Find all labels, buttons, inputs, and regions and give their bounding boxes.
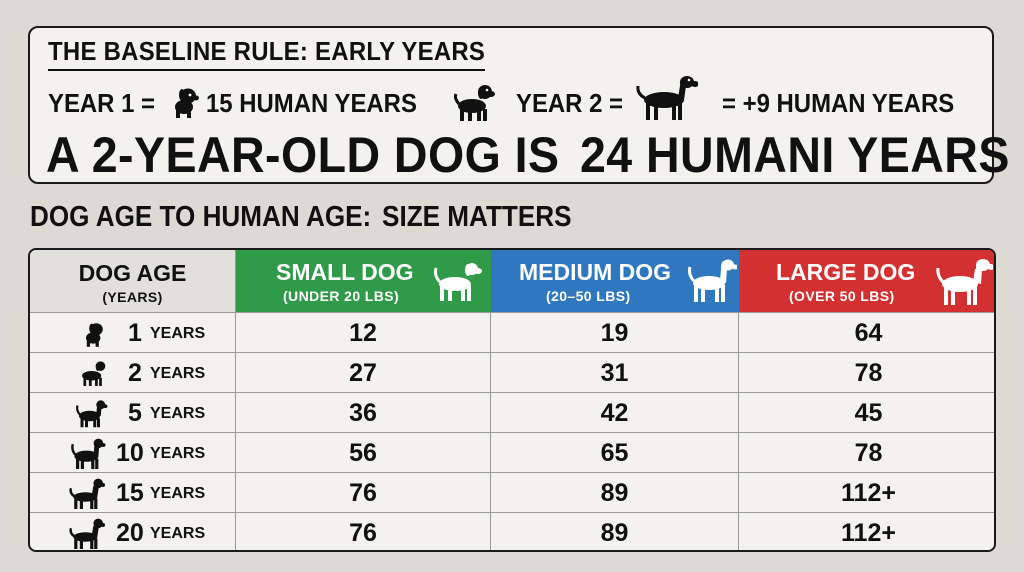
dog-age-table: DOG AGE (YEARS) SMALL DOG (UNDER 20 LBS)… (28, 248, 996, 552)
large-dog-value: 78 (854, 359, 883, 387)
header-medium-dog: MEDIUM DOG (20–50 LBS) (491, 250, 739, 312)
large-dog-value: 112+ (841, 519, 896, 547)
large-dog-value: 112+ (841, 479, 896, 507)
age-unit: YEARS (150, 405, 206, 422)
adult-dog-icon (636, 76, 698, 120)
table-row: 20 YEARS 76 89 112+ (30, 512, 994, 550)
small-dog-value: 56 (236, 433, 491, 473)
baseline-title: THE BASELINE RULE: EARLY YEARS (48, 36, 486, 71)
medium-dog-value: 31 (491, 353, 739, 393)
age-cell: 20 YEARS (30, 513, 236, 550)
age-unit: YEARS (150, 445, 206, 462)
large-dog-value: 64 (854, 319, 883, 347)
dog-icon (71, 438, 106, 469)
age-cell: 1 YEARS (30, 313, 236, 353)
puppy-icon (175, 88, 199, 118)
header-small-dog: SMALL DOG (UNDER 20 LBS) (236, 250, 491, 312)
small-dog-value: 36 (236, 393, 491, 433)
header-sub: (20–50 LBS) (546, 288, 631, 304)
header-label: DOG AGE (78, 260, 187, 286)
year1-label: YEAR 1 = (48, 88, 156, 118)
table-row: 1 YEARS 12 19 64 (30, 312, 994, 353)
dog-icon (69, 478, 105, 509)
summary-right: 24 HUMANI YEARS (579, 127, 1010, 183)
baseline-rule-box: THE BASELINE RULE: EARLY YEARS YEAR 1 = … (28, 26, 1009, 184)
small-dog-value: 76 (236, 513, 491, 550)
header-label: MEDIUM DOG (519, 259, 672, 285)
year2-label: YEAR 2 = (516, 88, 624, 118)
header-label: SMALL DOG (276, 259, 414, 285)
header-large-dog: LARGE DOG (OVER 50 LBS) (739, 250, 994, 312)
baseline-summary: A 2-YEAR-OLD DOG IS 24 HUMANI YEARS (46, 126, 1010, 184)
dog-icon (69, 518, 105, 549)
small-dog-value: 12 (236, 313, 491, 353)
table-row: 5 YEARS 36 42 45 (30, 392, 994, 433)
table-row: 15 YEARS 76 89 112+ (30, 472, 994, 513)
age-number: 1 (128, 319, 142, 347)
header-sub: (UNDER 20 LBS) (283, 288, 400, 304)
medium-dog-value: 19 (491, 313, 739, 353)
medium-dog-value: 89 (491, 473, 739, 513)
age-number: 10 (116, 439, 144, 467)
age-number: 5 (128, 399, 142, 427)
age-cell: 5 YEARS (30, 393, 236, 433)
baseline-rule-row: YEAR 1 = 15 HUMAN YEARS YEAR 2 = (48, 76, 978, 126)
header-sub: (OVER 50 LBS) (789, 288, 895, 304)
large-dog-value: 45 (854, 399, 883, 427)
small-dog-icon (434, 263, 482, 301)
age-unit: YEARS (150, 325, 206, 342)
year2-value: = +9 HUMAN YEARS (722, 88, 955, 118)
year1-value: 15 HUMAN YEARS (206, 88, 417, 118)
section-title-left: DOG AGE TO HUMAN AGE: (30, 201, 372, 233)
table-row: 10 YEARS 56 65 78 (30, 432, 994, 473)
age-unit: YEARS (150, 485, 206, 502)
section-title-right: SIZE MATTERS (382, 201, 572, 233)
section-title: DOG AGE TO HUMAN AGE: SIZE MATTERS (30, 201, 572, 234)
large-dog-value: 78 (854, 439, 883, 467)
header-label: LARGE DOG (776, 259, 916, 285)
table-header: DOG AGE (YEARS) SMALL DOG (UNDER 20 LBS)… (30, 250, 994, 312)
age-number: 15 (116, 479, 144, 507)
header-dog-age: DOG AGE (YEARS) (30, 250, 236, 312)
age-unit: YEARS (150, 365, 206, 382)
dog-icon (75, 400, 108, 428)
medium-dog-value: 89 (491, 513, 739, 550)
age-number: 2 (128, 359, 142, 387)
age-cell: 15 YEARS (30, 473, 236, 513)
summary-left: A 2-YEAR-OLD DOG IS (46, 127, 560, 183)
header-sub: (YEARS) (102, 289, 163, 305)
small-dog-value: 27 (236, 353, 491, 393)
large-dog-icon (936, 259, 993, 305)
young-dog-icon (82, 361, 106, 386)
age-number: 20 (116, 519, 144, 547)
small-dog-value: 76 (236, 473, 491, 513)
medium-dog-icon (688, 259, 737, 302)
young-dog-icon (453, 85, 495, 121)
medium-dog-value: 42 (491, 393, 739, 433)
age-unit: YEARS (150, 525, 206, 542)
age-cell: 2 YEARS (30, 353, 236, 393)
table-row: 2 YEARS 27 31 78 (30, 352, 994, 393)
age-cell: 10 YEARS (30, 433, 236, 473)
medium-dog-value: 65 (491, 433, 739, 473)
puppy-icon (86, 323, 103, 347)
